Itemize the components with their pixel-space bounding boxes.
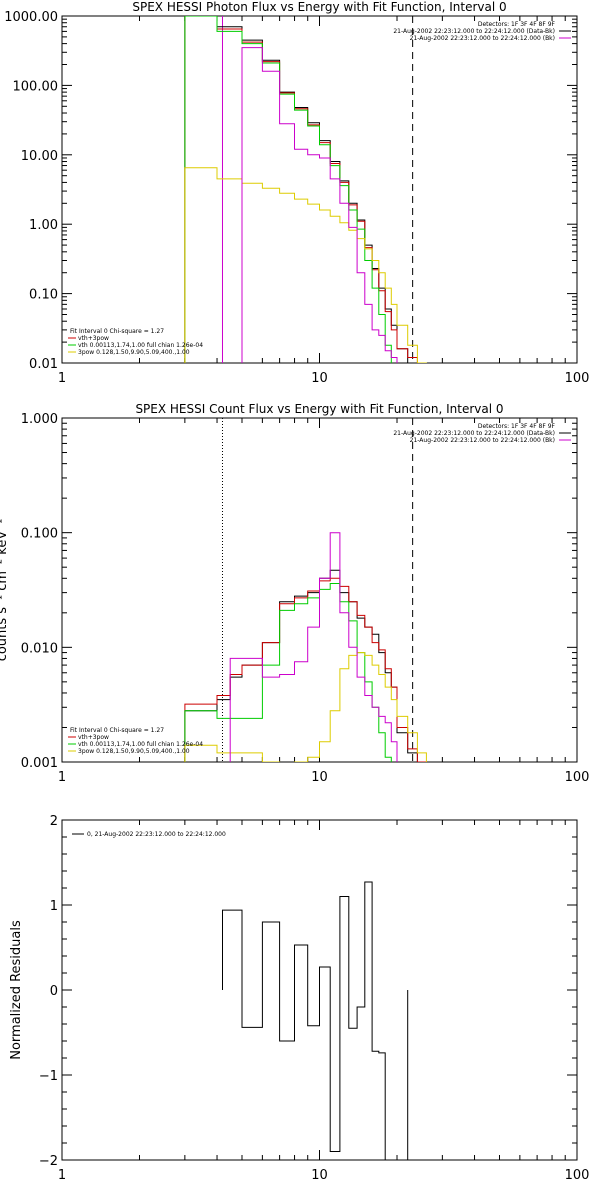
header-legend-entry: 21-Aug-2002 22:23:12.000 to 22:24:12.000…: [393, 430, 555, 437]
y-tick-label: 1.000: [21, 412, 58, 427]
fit-legend-entry: Fit Interval 0 Chi-square = 1.27: [70, 328, 164, 335]
x-tick-label: 10: [311, 371, 328, 386]
y-tick-label: 0.01: [29, 357, 58, 372]
series-line-3pow: [184, 167, 427, 363]
series-line-0: [222, 881, 409, 1160]
chart-title: SPEX HESSI Photon Flux vs Energy with Fi…: [132, 0, 506, 14]
chart-title: SPEX HESSI Count Flux vs Energy with Fit…: [135, 402, 503, 416]
fit-legend-entry: Fit Interval 0 Chi-square = 1.27: [70, 727, 164, 734]
x-tick-label: 1: [58, 770, 66, 785]
x-tick-label: 1: [58, 1168, 66, 1183]
x-tick-label: 100: [565, 371, 590, 386]
x-tick-label: 100: [565, 1168, 590, 1183]
y-tick-label: 2: [50, 814, 58, 829]
header-legend-entry: 21-Aug-2002 22:23:12.000 to 22:24:12.000…: [410, 35, 555, 42]
x-tick-label: 10: [311, 1168, 328, 1183]
y-tick-label: 10.00: [21, 149, 58, 164]
y-tick-label: −2: [39, 1154, 58, 1169]
series-line-bk: [241, 47, 398, 363]
fit-legend-entry: vth 0.00113,1.74,1.00 full chian 1.26e-0…: [78, 342, 203, 349]
fit-legend-entry: vth 0.00113,1.74,1.00 full chian 1.26e-0…: [78, 741, 203, 748]
y-tick-label: 100.00: [13, 79, 59, 94]
series-line-bk: [229, 532, 398, 762]
series-line-vth-3pow: [184, 16, 418, 363]
y-tick-label: 0: [50, 984, 58, 999]
residual-legend-entry: 0, 21-Aug-2002 22:23:12.000 to 22:24:12.…: [87, 831, 226, 838]
header-legend-entry: Detectors: 1F 3F 4F 8F 9F: [478, 21, 556, 28]
series-line-vth-3pow: [184, 577, 427, 762]
x-tick-label: 1: [58, 371, 66, 386]
x-tick-label: 100: [565, 770, 590, 785]
y-tick-label: 1000.00: [4, 10, 58, 25]
y-tick-label: −1: [39, 1069, 58, 1084]
y-tick-label: 1: [50, 899, 58, 914]
y-axis-label: counts s⁻¹ cm⁻² keV⁻¹: [0, 519, 10, 662]
y-tick-label: 0.010: [21, 641, 58, 656]
series-line-data-bk: [184, 569, 427, 762]
plot-frame: [61, 15, 578, 364]
y-tick-label: 0.100: [21, 527, 58, 542]
chart-panel-3: 1 10 100 −2 −1 0 1 2 Normalized Residuals 0, 21-A…: [9, 814, 589, 1183]
chart-panel-1: SPEX HESSI Photon Flux vs Energy with Fi…: [4, 0, 590, 386]
series-line-vth: [184, 583, 392, 762]
fit-legend-entry: 3pow 0.128,1.50,9.90,5.09,400.,1.00: [78, 748, 190, 755]
y-tick-label: 0.001: [21, 756, 58, 771]
y-axis-label: Normalized Residuals: [9, 920, 24, 1060]
series-line-data-bk: [184, 16, 418, 363]
fit-legend-entry: vth+3pow: [78, 734, 109, 741]
y-tick-label: 0.10: [29, 288, 58, 303]
header-legend-entry: Detectors: 1F 3F 4F 8F 9F: [478, 423, 556, 430]
series-line-3pow: [184, 652, 427, 762]
fit-legend-entry: vth+3pow: [78, 335, 109, 342]
x-tick-label: 10: [311, 770, 328, 785]
header-legend-entry: 21-Aug-2002 22:23:12.000 to 22:24:12.000…: [393, 28, 555, 35]
y-tick-label: 1.00: [29, 218, 58, 233]
header-legend-entry: 21-Aug-2002 22:23:12.000 to 22:24:12.000…: [410, 437, 555, 444]
series-line-vth: [184, 16, 392, 363]
fit-legend-entry: 3pow 0.128,1.50,9.90,5.09,400.,1.00: [78, 349, 190, 356]
chart-panel-2: SPEX HESSI Count Flux vs Energy with Fit…: [0, 402, 589, 785]
